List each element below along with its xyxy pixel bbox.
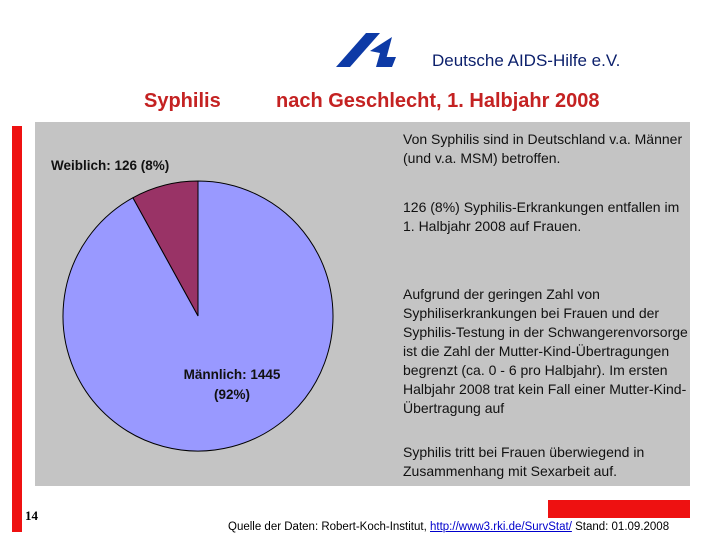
page-number: 14 (25, 508, 38, 523)
left-accent-bar (12, 126, 22, 532)
org-name: Deutsche AIDS-Hilfe e.V. (432, 51, 621, 70)
page-title: nach Geschlecht, 1. Halbjahr 2008 (276, 90, 600, 112)
text-para-1: Von Syphilis sind in Deutschland v.a. Mä… (403, 131, 683, 166)
source-prefix: Quelle der Daten: Robert-Koch-Institut, (228, 521, 427, 533)
dah-logo-icon (336, 33, 396, 67)
text-para-2: 126 (8%) Syphilis-Erkrankungen entfallen… (403, 199, 680, 234)
label-male: Männlich: 1445 (184, 367, 281, 382)
label-male-percent: (92%) (214, 387, 250, 402)
page-title-topic: Syphilis (144, 90, 221, 112)
source-date: Stand: 01.09.2008 (575, 521, 670, 533)
source-link[interactable]: http://www3.rki.de/SurvStat/ (430, 521, 572, 533)
pie-chart: Weiblich: 126 (8%) Männlich: 1445 (92%) (51, 158, 334, 452)
text-para-3: Aufgrund der geringen Zahl von Syphilise… (403, 286, 688, 416)
label-female: Weiblich: 126 (8%) (51, 158, 169, 173)
bottom-accent-bar (548, 500, 690, 518)
source-line: Quelle der Daten: Robert-Koch-Institut, … (228, 521, 669, 533)
text-para-4: Syphilis tritt bei Frauen überwiegend in… (403, 444, 645, 479)
pie-slice-männlich (62, 180, 334, 452)
